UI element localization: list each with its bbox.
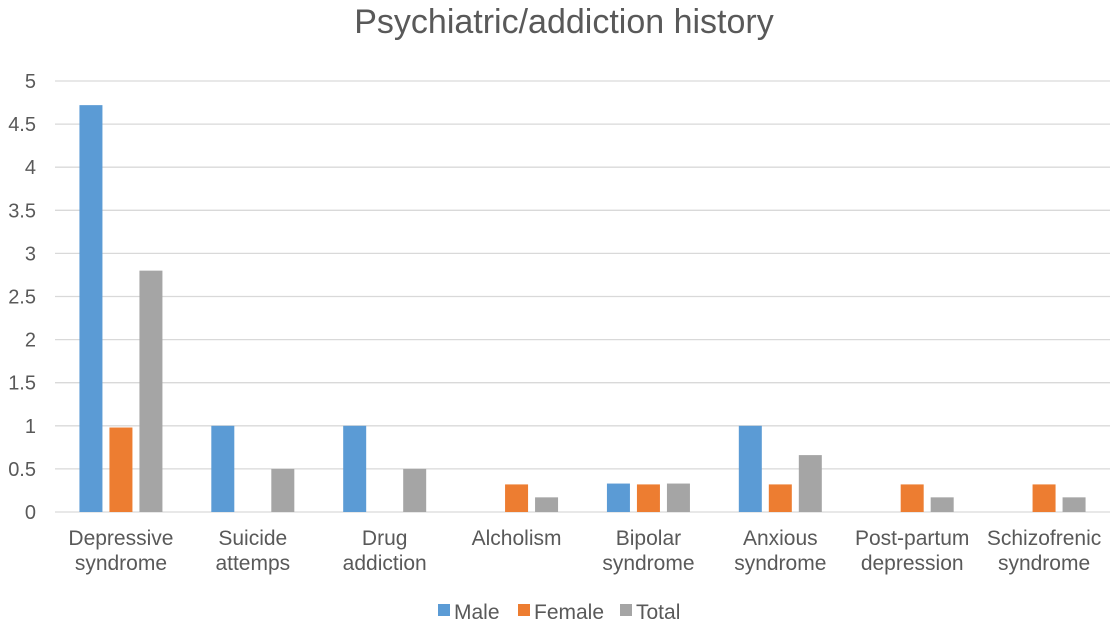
bar-male-4 xyxy=(606,483,630,512)
x-category-label: addiction xyxy=(343,552,427,575)
bar-female-5 xyxy=(768,484,792,512)
x-category-label: Alcholism xyxy=(472,527,562,550)
legend: Male Female Total xyxy=(438,601,680,624)
x-category-label: Post-partum xyxy=(855,527,969,550)
legend-label-male: Male xyxy=(454,601,500,624)
x-category-label: attemps xyxy=(215,552,290,575)
x-axis-categories: DepressivesyndromeSuicideattempsDrugaddi… xyxy=(68,527,1101,575)
bar-male-5 xyxy=(738,425,762,512)
bar-female-3 xyxy=(505,484,529,512)
bar-male-2 xyxy=(343,425,367,512)
y-tick-label: 0.5 xyxy=(8,459,36,481)
bar-total-4 xyxy=(666,483,690,512)
chart-title: Psychiatric/addiction history xyxy=(354,3,774,41)
y-tick-label: 4 xyxy=(25,157,36,179)
legend-swatch-male xyxy=(438,604,450,616)
y-tick-label: 1.5 xyxy=(8,373,36,395)
bar-female-7 xyxy=(1032,484,1056,512)
x-category-label: Drug xyxy=(362,527,408,550)
legend-swatch-female xyxy=(518,604,530,616)
legend-swatch-total xyxy=(620,604,632,616)
bar-total-1 xyxy=(271,468,295,512)
y-tick-label: 4.5 xyxy=(8,114,36,136)
y-tick-label: 3.5 xyxy=(8,200,36,222)
bar-male-1 xyxy=(211,425,235,512)
x-category-label: syndrome xyxy=(75,552,167,575)
y-tick-label: 2 xyxy=(25,330,36,352)
y-tick-label: 2.5 xyxy=(8,287,36,309)
x-category-label: Depressive xyxy=(68,527,173,550)
bar-female-0 xyxy=(109,427,133,512)
bar-total-6 xyxy=(930,497,954,512)
y-tick-label: 5 xyxy=(25,71,36,93)
x-category-label: syndrome xyxy=(734,552,826,575)
bar-female-6 xyxy=(900,484,924,512)
bar-total-2 xyxy=(403,468,427,512)
x-category-label: syndrome xyxy=(602,552,694,575)
y-tick-label: 3 xyxy=(25,243,36,265)
x-category-label: depression xyxy=(861,552,964,575)
bar-male-0 xyxy=(79,105,103,513)
y-tick-label: 1 xyxy=(25,416,36,438)
bar-total-3 xyxy=(535,497,559,512)
bar-female-4 xyxy=(636,484,660,512)
legend-label-female: Female xyxy=(534,601,604,624)
legend-label-total: Total xyxy=(636,601,680,624)
x-category-label: Anxious xyxy=(743,527,818,550)
bar-total-0 xyxy=(139,270,163,512)
x-category-label: Suicide xyxy=(218,527,287,550)
y-axis-ticks: 0 0.5 1 1.5 2 2.5 3 3.5 4 4.5 5 xyxy=(8,71,36,524)
bars xyxy=(79,105,1086,513)
x-category-label: Schizofrenic xyxy=(987,527,1101,550)
bar-total-5 xyxy=(798,455,822,512)
bar-total-7 xyxy=(1062,497,1086,512)
y-tick-label: 0 xyxy=(25,502,36,524)
x-category-label: syndrome xyxy=(998,552,1090,575)
x-category-label: Bipolar xyxy=(616,527,681,550)
